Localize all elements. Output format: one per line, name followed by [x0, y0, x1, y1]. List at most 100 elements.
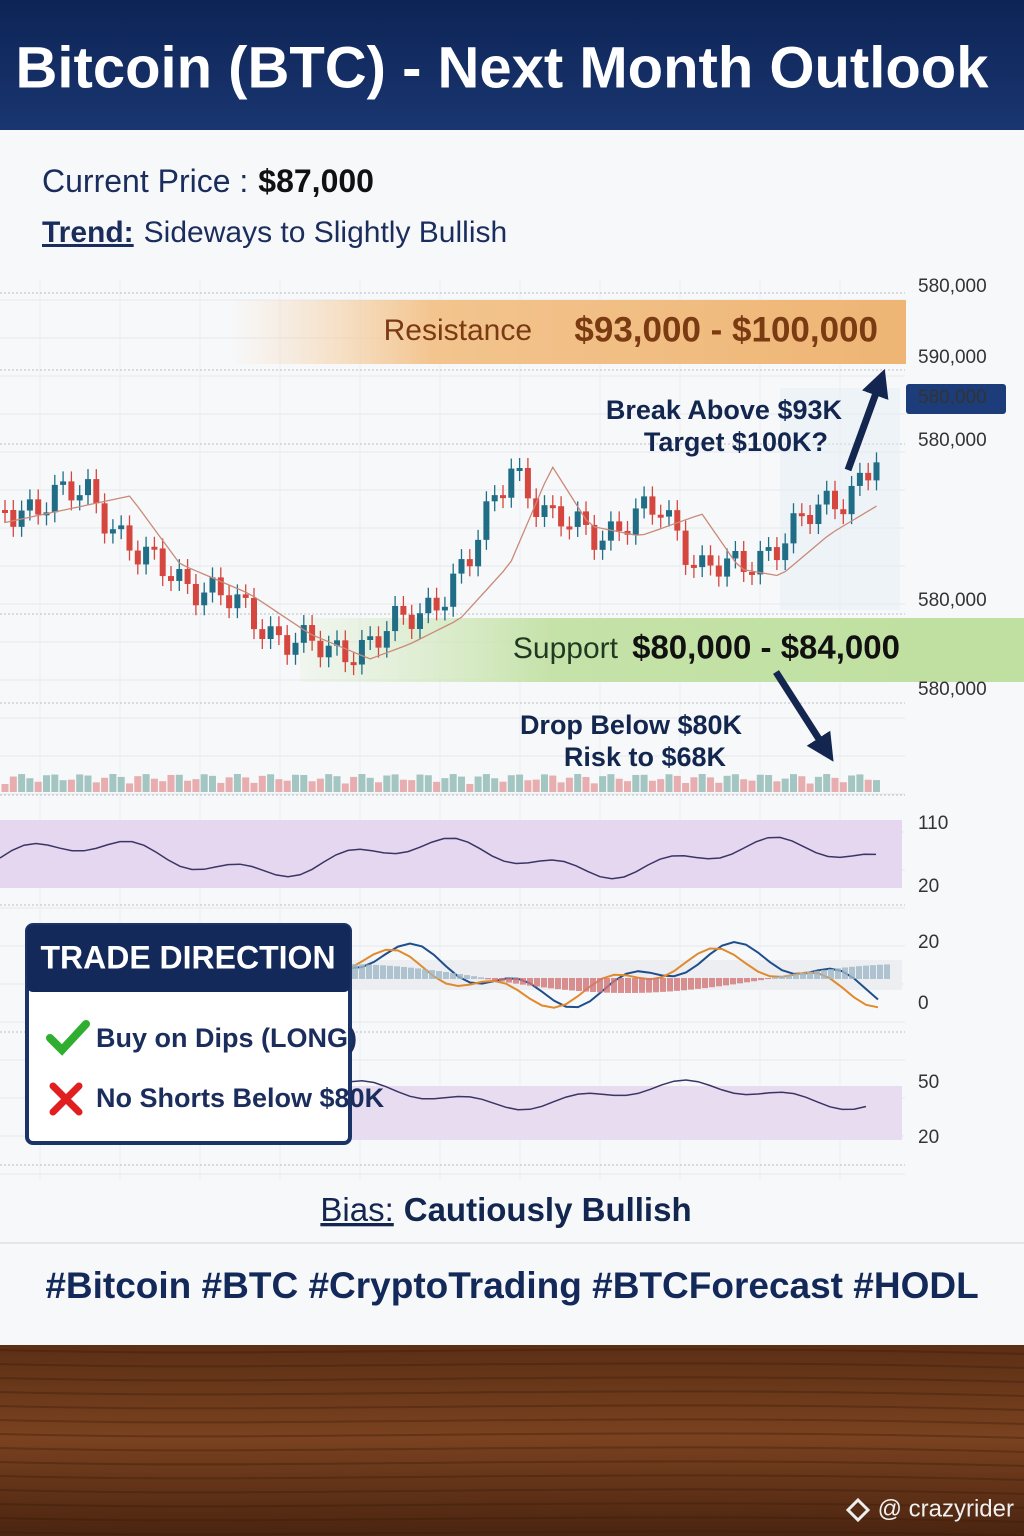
macd-hist: [436, 971, 442, 979]
macd-hist: [765, 978, 771, 980]
candle: [284, 635, 291, 655]
volume-bar: [150, 778, 158, 792]
candle: [118, 525, 125, 530]
candle: [234, 594, 241, 609]
candle: [450, 573, 457, 607]
candle: [707, 555, 714, 566]
volume-bar: [51, 774, 59, 792]
grain: [0, 1376, 1024, 1383]
candle: [533, 498, 540, 518]
macd-hist: [478, 977, 484, 979]
macd-hist: [674, 978, 680, 991]
volume-bar: [34, 781, 42, 792]
macd-hist: [562, 978, 568, 990]
candle: [76, 495, 83, 501]
volume-bar: [532, 779, 540, 792]
check-icon: [46, 1020, 90, 1056]
macd-hist: [632, 978, 638, 993]
volume-bar: [84, 775, 92, 792]
candle: [558, 506, 565, 527]
volume-bar: [482, 774, 490, 792]
candle: [790, 513, 797, 544]
volume-bar: [366, 777, 374, 792]
title: Bitcoin (BTC) - Next Month Outlook: [16, 35, 990, 100]
bias-value: Cautiously Bullish: [404, 1191, 692, 1228]
grain: [0, 1502, 1024, 1509]
price-value: $87,000: [258, 163, 374, 199]
volume: [1, 774, 880, 792]
volume-bar: [424, 775, 432, 792]
candle: [757, 550, 764, 575]
candle: [724, 558, 731, 577]
volume-bar: [831, 777, 839, 792]
volume-bar: [275, 779, 283, 792]
indicator-axis-label: 20: [918, 1127, 939, 1148]
macd-hist: [716, 978, 722, 987]
volume-bar: [26, 778, 34, 792]
wood-grain: [0, 1348, 1024, 1536]
candle: [408, 614, 415, 629]
macd-hist: [646, 978, 652, 993]
volume-bar: [565, 777, 573, 792]
candle: [782, 543, 789, 561]
candle: [383, 631, 390, 648]
macd-hist: [814, 970, 820, 979]
candle: [126, 525, 133, 551]
volume-bar: [43, 775, 50, 792]
breakout-note: Target $100K?: [644, 427, 828, 457]
candle: [865, 472, 872, 481]
macd-hist: [786, 974, 792, 979]
support-range: $80,000 - $84,000: [632, 629, 900, 666]
volume-bar: [499, 781, 507, 792]
volume-bar: [117, 776, 125, 792]
macd-hist: [856, 966, 862, 979]
macd-hist: [555, 978, 561, 990]
grain: [0, 1460, 1024, 1467]
macd-hist: [471, 976, 477, 979]
candle: [632, 508, 639, 535]
macd-hist: [576, 978, 582, 992]
candle: [566, 526, 573, 530]
macd-hist: [429, 970, 435, 979]
volume-bar: [300, 775, 308, 792]
candle: [209, 577, 216, 593]
axis-label: 580,000: [918, 276, 987, 297]
volume-bar: [92, 782, 100, 792]
grain: [0, 1362, 1024, 1369]
volume-bar: [507, 775, 515, 792]
indicator-axis-label: 0: [918, 993, 929, 1014]
volume-bar: [217, 782, 225, 792]
volume-bar: [416, 774, 424, 792]
volume-bar: [466, 783, 474, 792]
macd-hist: [821, 969, 827, 979]
candle: [765, 547, 772, 551]
macd-hist: [800, 972, 806, 979]
candle: [823, 490, 830, 505]
candle: [26, 499, 33, 511]
macd-hist: [597, 978, 603, 993]
trend-line: Trend: Sideways to Slightly Bullish: [42, 216, 507, 249]
grain: [0, 1516, 1024, 1523]
price-line: Current Price : $87,000: [42, 163, 374, 199]
indicator-axis-label: 110: [918, 813, 948, 834]
macd-hist: [702, 978, 708, 989]
volume-bar: [358, 774, 366, 792]
macd-hist: [387, 965, 393, 979]
volume-bar: [59, 780, 67, 792]
macd-hist: [422, 969, 428, 979]
candle: [35, 499, 42, 515]
macd-hist: [492, 978, 498, 981]
candle: [856, 472, 863, 486]
candle: [848, 485, 855, 515]
volume-bar: [516, 774, 524, 792]
macd-hist: [464, 975, 470, 979]
volume-bar: [557, 782, 565, 792]
volume-bar: [209, 775, 216, 792]
resistance-range: $93,000 - $100,000: [574, 310, 878, 349]
macd-hist: [485, 978, 491, 980]
macd-hist: [625, 978, 631, 993]
candle: [101, 503, 108, 534]
macd-hist: [380, 965, 386, 979]
candle: [60, 481, 67, 485]
candle: [85, 479, 91, 496]
